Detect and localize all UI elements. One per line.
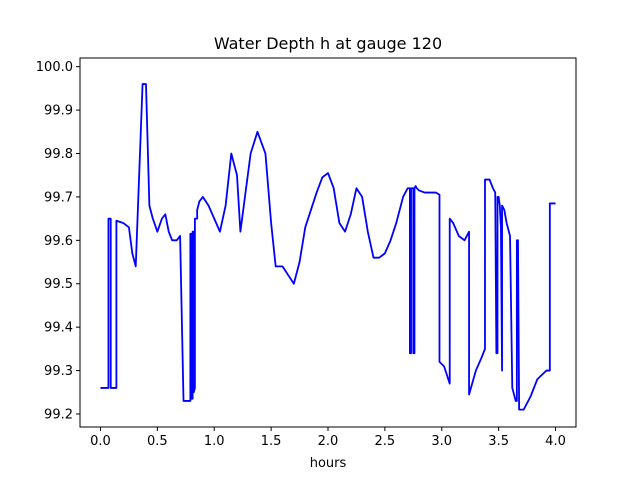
chart-title: Water Depth h at gauge 120 [214,34,442,53]
y-tick-label: 99.2 [44,407,73,422]
x-tick-label: 1.0 [204,434,225,449]
y-axis: 99.2 99.3 99.4 99.5 99.6 99.7 99.8 99.9 100.0 [36,60,80,422]
x-axis: 0.0 0.5 1.0 1.5 2.0 2.5 3.0 3.5 4.0 [90,427,566,449]
plot-area [100,83,556,411]
x-axis-label: hours [310,456,347,471]
y-tick-label: 99.7 [44,190,73,205]
x-tick-label: 0.0 [90,434,111,449]
x-tick-label: 2.0 [318,434,339,449]
y-tick-label: 99.6 [44,234,73,249]
series-line [100,83,556,411]
y-tick-label: 99.5 [44,277,73,292]
y-tick-label: 99.9 [44,104,73,119]
x-tick-label: 4.0 [545,434,566,449]
x-tick-label: 3.5 [488,434,509,449]
x-tick-label: 1.5 [261,434,282,449]
y-tick-label: 99.4 [44,321,73,336]
y-tick-label: 100.0 [36,60,73,75]
x-tick-label: 2.5 [375,434,396,449]
x-tick-label: 3.0 [431,434,452,449]
y-tick-label: 99.3 [44,364,73,379]
x-tick-label: 0.5 [147,434,168,449]
y-tick-label: 99.8 [44,147,73,162]
